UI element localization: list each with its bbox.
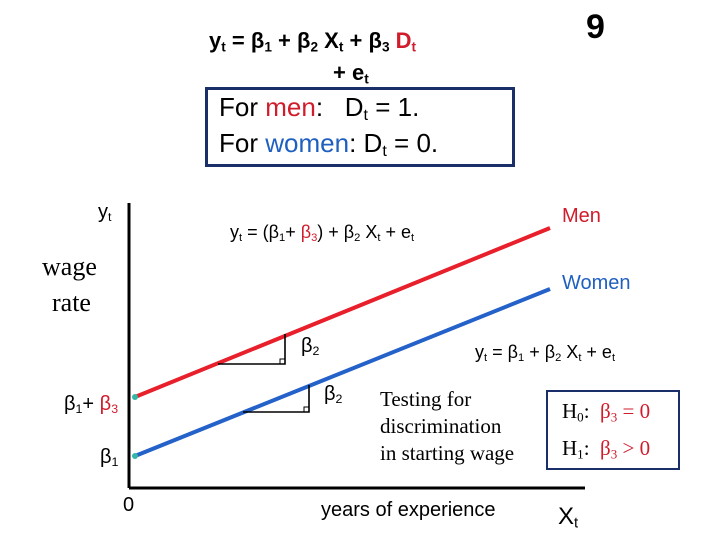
model-equation-error: + et [333,60,369,87]
hypothesis-box: H0: β3 = 0 H1: β3 > 0 [546,390,680,470]
women-line [134,287,551,458]
dummy-definition-box: For men: Dt = 1. For women: Dt = 0. [205,87,515,167]
origin-label: 0 [123,494,135,516]
slope-label-lower: β2 [324,383,343,407]
women-line-label: Women [562,272,631,294]
rate-label: rate [52,288,91,317]
men-intercept-label: β1+ β3 [64,393,119,417]
slide-number: 9 [586,8,605,46]
null-hypothesis: H0: β3 = 0 [562,399,651,425]
wage-label: wage [42,252,97,281]
right-angle-upper [279,358,286,365]
testing-note-line-1: Testing for [380,387,472,411]
men-line-label: Men [562,205,601,227]
slope-label-upper: β2 [301,335,320,359]
women-intercept-dot [132,453,138,459]
testing-note-line-3: in starting wage [380,441,515,465]
men-line [134,226,551,399]
testing-note: Testing for discrimination in starting w… [380,386,550,467]
model-equation: yt = β1 + β2 Xt + β3 Dt [209,28,417,55]
x-axis-label: Xt [558,503,579,532]
right-angle-lower [303,406,310,413]
dummy-women-line: For women: Dt = 0. [219,128,439,161]
dummy-men-line: For men: Dt = 1. [219,92,420,125]
women-intercept-label: β1 [100,446,119,470]
alternative-hypothesis: H1: β3 > 0 [562,436,651,462]
testing-note-line-2: discrimination [380,414,502,438]
men-equation: yt = (β1+ β3) + β2 Xt + et [230,222,415,244]
women-equation: yt = β1 + β2 Xt + et [475,342,616,364]
y-axis-label: yt [98,201,112,225]
x-axis-title: years of experience [321,499,496,521]
men-intercept-dot [132,394,138,400]
